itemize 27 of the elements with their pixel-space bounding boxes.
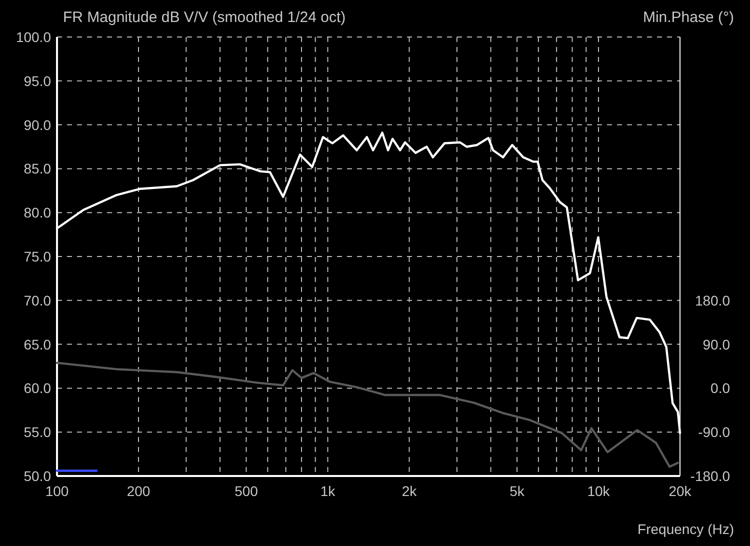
y-tick-label: 70.0: [24, 292, 52, 308]
y-tick-label: 65.0: [24, 336, 52, 352]
y2-tick-label: 90.0: [702, 336, 730, 352]
y-tick-label: 50.0: [24, 468, 52, 484]
x-tick-label: 2k: [402, 483, 418, 499]
y2-tick-label: 180.0: [694, 292, 730, 308]
y2-tick-label: -90.0: [698, 424, 730, 440]
x-axis-title: Frequency (Hz): [638, 521, 734, 537]
x-tick-label: 500: [234, 483, 258, 499]
x-tick-label: 10k: [587, 483, 611, 499]
x-tick-label: 1k: [320, 483, 336, 499]
y2-tick-label: -180.0: [690, 468, 730, 484]
x-tick-label: 100: [45, 483, 69, 499]
x-tick-label: 200: [126, 483, 150, 499]
x-tick-label: 5k: [510, 483, 526, 499]
y-tick-label: 60.0: [24, 380, 52, 396]
y-tick-label: 100.0: [16, 29, 52, 45]
y-tick-label: 75.0: [24, 248, 52, 264]
y-tick-label: 85.0: [24, 160, 52, 177]
y-tick-label: 90.0: [24, 116, 52, 133]
y-tick-label: 95.0: [24, 72, 52, 89]
y-axis-title: FR Magnitude dB V/V (smoothed 1/24 oct): [63, 9, 346, 26]
x-tick-label: 20k: [668, 483, 692, 499]
y-tick-label: 55.0: [24, 424, 52, 440]
y2-axis-title: Min.Phase (°): [642, 9, 734, 26]
y2-tick-label: 0.0: [710, 380, 730, 396]
y-tick-label: 80.0: [24, 204, 52, 221]
